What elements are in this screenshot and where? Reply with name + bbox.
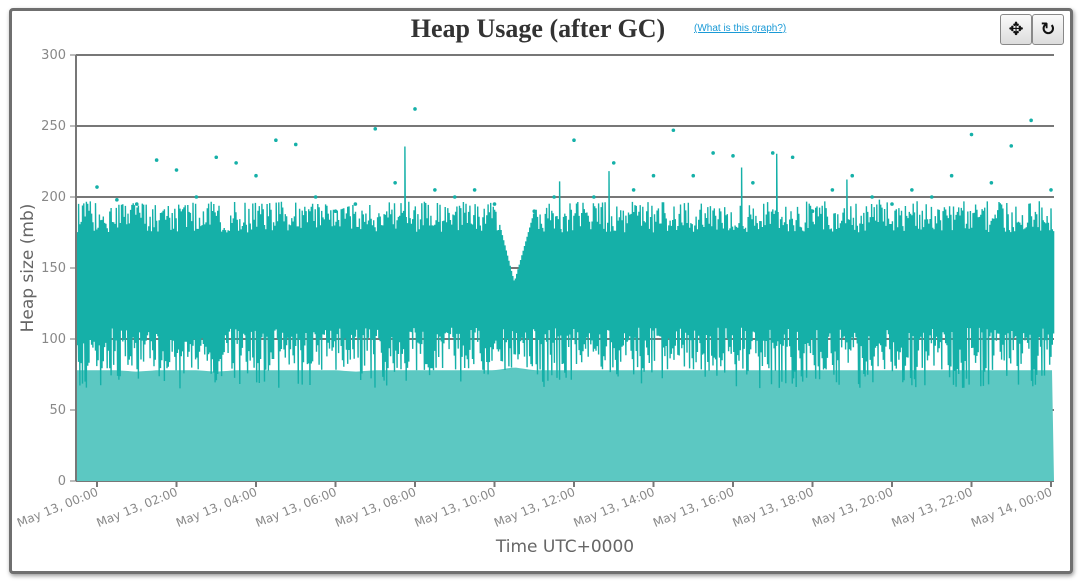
- y-tick-label: 0: [58, 474, 66, 489]
- peak-point: [1049, 188, 1053, 192]
- peak-point: [174, 168, 179, 172]
- peak-point: [830, 188, 835, 192]
- pan-button[interactable]: ✥: [1000, 14, 1032, 45]
- y-tick-label: 250: [41, 119, 66, 134]
- peak-point: [910, 188, 914, 192]
- peak-point: [154, 158, 159, 162]
- peak-point: [234, 161, 238, 165]
- peak-point: [850, 173, 855, 178]
- peak-point: [115, 198, 119, 202]
- peak-point: [512, 280, 517, 285]
- peak-point: [631, 188, 636, 192]
- x-tick-label: May 14, 00:00: [969, 485, 1054, 530]
- x-tick-label: May 13, 22:00: [890, 485, 975, 530]
- peak-point: [353, 202, 358, 206]
- peak-point: [472, 188, 477, 192]
- heap-area-fill: [76, 367, 1054, 481]
- x-tick-label: May 13, 08:00: [333, 485, 418, 530]
- chart-title: Heap Usage (after GC): [410, 14, 666, 43]
- peak-point: [671, 128, 676, 133]
- peak-point: [572, 138, 576, 142]
- peak-point: [333, 209, 338, 213]
- x-tick-label: May 13, 18:00: [731, 485, 816, 530]
- x-tick-label: May 13, 12:00: [492, 485, 577, 530]
- peak-point: [452, 195, 457, 199]
- peak-point: [731, 154, 735, 158]
- y-tick-label: 50: [49, 403, 66, 418]
- peak-point: [134, 202, 139, 206]
- peak-point: [413, 107, 417, 111]
- peak-point: [373, 127, 378, 131]
- peak-point: [313, 195, 318, 199]
- y-tick-label: 100: [41, 332, 66, 347]
- peak-point: [751, 181, 755, 185]
- peak-point: [870, 195, 874, 199]
- x-tick-label: May 13, 10:00: [413, 485, 498, 530]
- y-tick-label: 150: [41, 261, 66, 276]
- peak-point: [810, 209, 815, 213]
- peak-point: [790, 155, 795, 160]
- peak-point: [969, 132, 974, 137]
- peak-point: [611, 161, 616, 165]
- peak-point: [393, 181, 397, 185]
- heap-usage-line: [75, 146, 1055, 389]
- peak-point: [1009, 144, 1014, 148]
- peak-point: [691, 173, 696, 178]
- reset-zoom-button[interactable]: ↻: [1032, 14, 1064, 45]
- x-tick-label: May 13, 20:00: [810, 485, 895, 530]
- x-tick-label: May 13, 04:00: [174, 485, 259, 530]
- peak-point: [711, 151, 715, 155]
- x-tick-label: May 13, 00:00: [15, 485, 100, 530]
- peak-point: [929, 195, 934, 199]
- peak-point: [214, 155, 219, 160]
- x-tick-label: May 13, 02:00: [95, 485, 180, 530]
- peak-point: [651, 173, 656, 178]
- peak-point: [552, 195, 556, 199]
- x-tick-label: May 13, 14:00: [572, 485, 657, 530]
- peak-point: [890, 202, 894, 206]
- y-tick-label: 300: [41, 48, 66, 63]
- peak-point: [592, 195, 596, 199]
- refresh-icon: ↻: [1040, 19, 1056, 40]
- peak-point: [770, 151, 775, 155]
- x-tick-label: May 13, 16:00: [651, 485, 736, 530]
- peak-point: [989, 181, 994, 185]
- peak-point: [433, 188, 437, 192]
- x-tick-label: May 13, 06:00: [254, 485, 339, 530]
- peak-point: [1029, 118, 1033, 123]
- peak-point: [492, 202, 497, 206]
- peak-point: [254, 173, 258, 178]
- peak-point: [532, 209, 537, 213]
- peak-point: [949, 173, 954, 178]
- x-axis-label: Time UTC+0000: [495, 537, 634, 557]
- y-axis-label: Heap size (mb): [18, 204, 38, 333]
- y-tick-label: 200: [41, 190, 66, 205]
- peak-point: [293, 142, 298, 147]
- move-arrows-icon: ✥: [1008, 19, 1024, 40]
- peak-point: [274, 138, 278, 142]
- peak-point: [194, 195, 199, 199]
- what-is-this-graph-link[interactable]: (What is this graph?): [694, 23, 787, 34]
- peak-point: [95, 185, 99, 189]
